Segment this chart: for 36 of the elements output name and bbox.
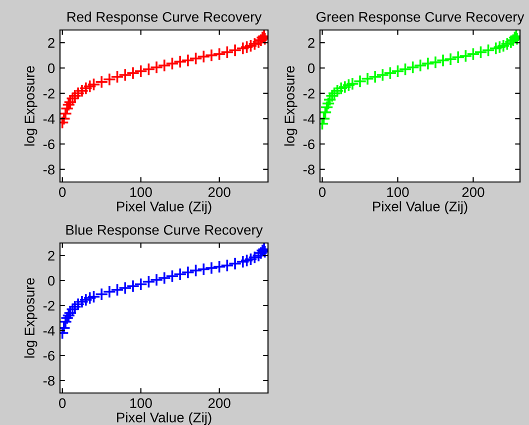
y-tick-label: -2 (303, 88, 314, 98)
y-tick-label: -8 (43, 376, 55, 386)
x-axis-title: Pixel Value (Zij) (117, 412, 212, 425)
y-tick-label: 0 (48, 63, 55, 74)
x-tick-label: 100 (130, 398, 152, 408)
y-tick-label: -4 (43, 114, 55, 124)
x-tick-label: 200 (208, 398, 230, 408)
x-axis-title: Pixel Value (Zij) (117, 201, 212, 214)
y-tick-label: 2 (308, 38, 314, 48)
chart-title: Red Response Curve Recovery (67, 12, 262, 25)
y-tick-label: 0 (308, 63, 315, 74)
y-tick-label: -4 (303, 114, 315, 124)
y-tick-label: 2 (48, 38, 54, 48)
chart-title: Green Response Curve Recovery (316, 12, 524, 25)
x-tick-label: 0 (59, 187, 66, 198)
y-tick-label: 2 (48, 250, 54, 261)
chart-title: Blue Response Curve Recovery (66, 224, 263, 238)
y-tick-label: -6 (43, 139, 55, 150)
x-tick-label: 200 (462, 187, 484, 198)
y-axis-title: log Exposure (24, 278, 38, 358)
y-tick-label: -6 (43, 350, 55, 361)
x-axis-title: Pixel Value (Zij) (373, 201, 468, 214)
y-tick-label: -6 (303, 139, 315, 150)
x-tick-label: 100 (387, 187, 409, 198)
y-tick-label: -8 (303, 164, 315, 175)
y-tick-label: -4 (43, 326, 55, 336)
y-tick-label: -2 (43, 88, 54, 98)
y-tick-label: -2 (43, 300, 54, 311)
y-axis-title: log Exposure (284, 66, 298, 146)
x-tick-label: 200 (208, 187, 230, 198)
y-axis-title: log Exposure (24, 66, 38, 146)
x-tick-label: 0 (318, 187, 326, 198)
x-tick-label: 0 (59, 398, 66, 408)
x-tick-label: 100 (130, 187, 152, 198)
y-tick-label: 0 (48, 276, 55, 286)
y-tick-label: -8 (43, 164, 55, 175)
